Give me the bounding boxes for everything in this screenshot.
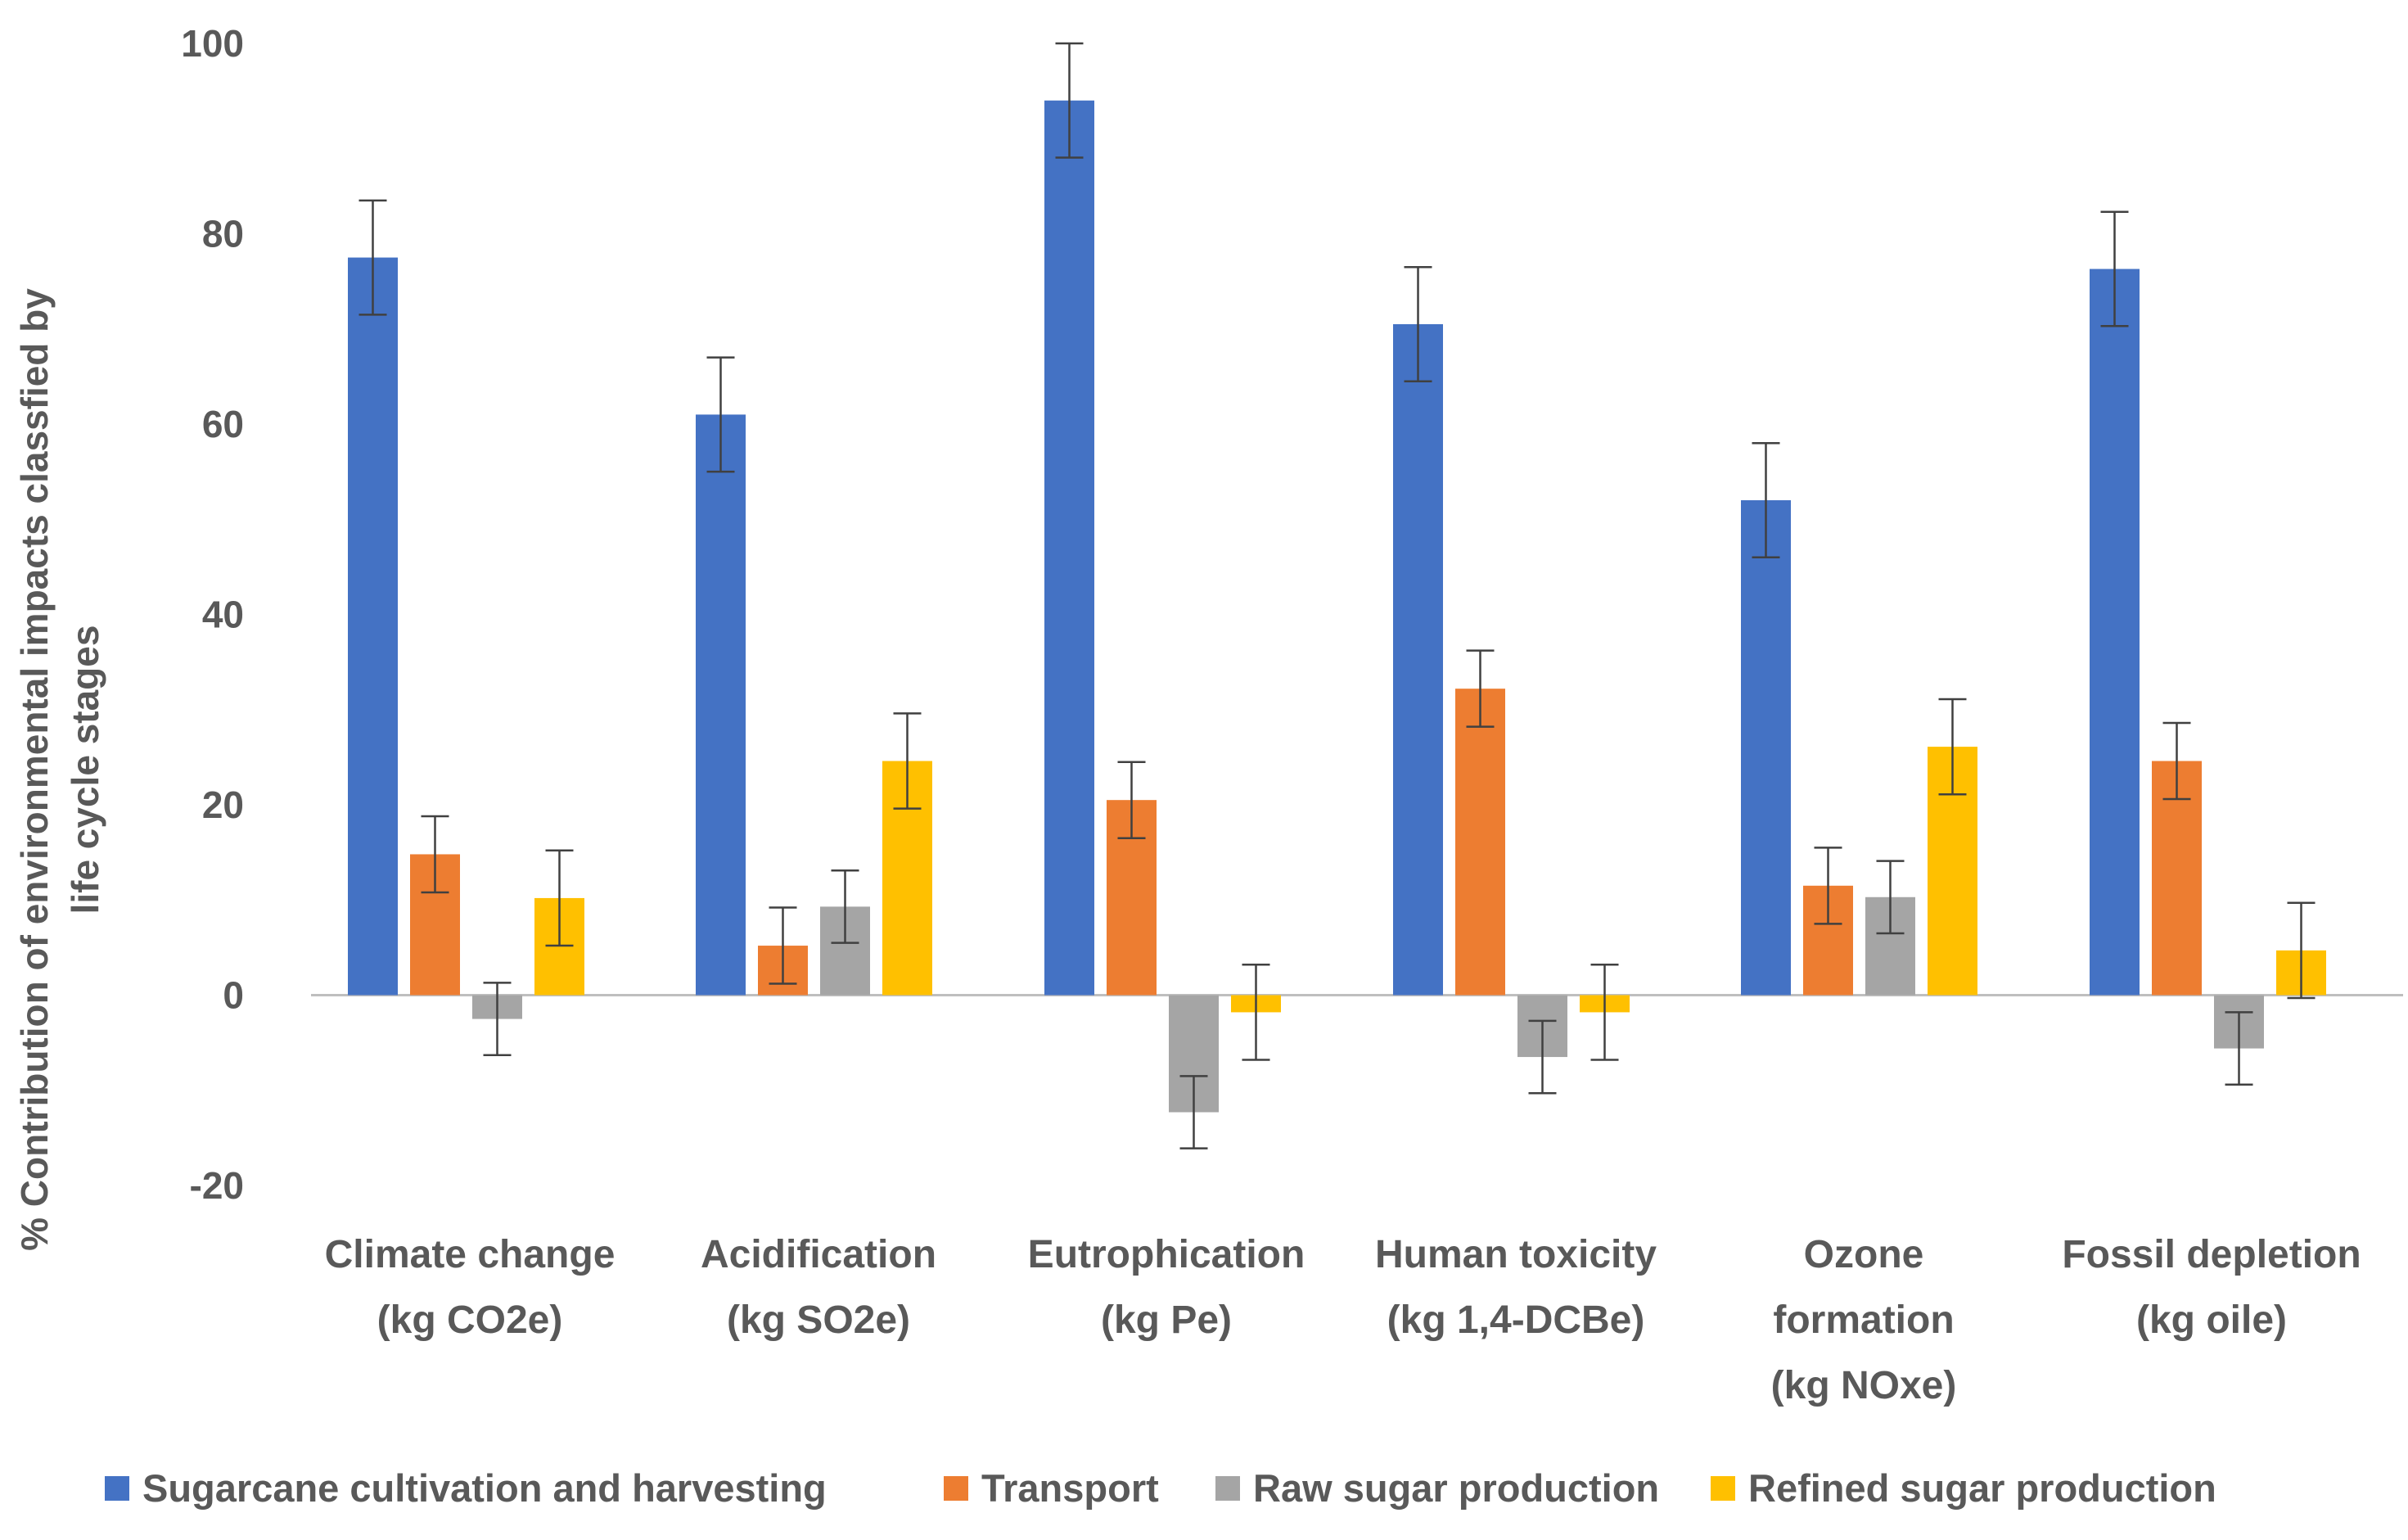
y-tick-label: 20 xyxy=(202,784,244,826)
bar-sugarcane-cultivation-and-harvesting-2 xyxy=(1044,100,1094,996)
y-tick-label: 80 xyxy=(202,213,244,255)
bar-sugarcane-cultivation-and-harvesting-5 xyxy=(2090,269,2140,996)
legend-swatch-2 xyxy=(1215,1476,1240,1501)
y-tick-label: -20 xyxy=(190,1164,244,1207)
category-label-5: Fossil depletion xyxy=(2062,1233,2361,1276)
category-label-5: (kg oile) xyxy=(2136,1298,2287,1342)
legend-swatch-1 xyxy=(944,1476,968,1501)
y-axis-title-line: % Contribution of environmental impacts … xyxy=(13,288,56,1251)
bar-sugarcane-cultivation-and-harvesting-4 xyxy=(1741,500,1791,996)
y-tick-label: 0 xyxy=(223,974,244,1017)
bar-sugarcane-cultivation-and-harvesting-1 xyxy=(696,414,746,996)
legend: Sugarcane cultivation and harvesting Tran… xyxy=(105,1466,2216,1510)
y-axis-ticks: -20 0 20 40 60 80 100 xyxy=(181,22,244,1207)
category-labels: Climate change (kg CO2e) Acidification (kg … xyxy=(325,1233,2361,1407)
bars xyxy=(348,100,2326,1113)
category-label-4: (kg NOxe) xyxy=(1771,1364,1957,1407)
y-axis-title-line: life cycle stages xyxy=(64,625,106,915)
legend-label-3: Refined sugar production xyxy=(1748,1466,2216,1510)
category-label-0: (kg CO2e) xyxy=(377,1298,563,1342)
category-label-3: (kg 1,4-DCBe) xyxy=(1387,1298,1645,1342)
y-axis-title: % Contribution of environmental impacts … xyxy=(13,288,106,1251)
category-label-4: formation xyxy=(1773,1298,1954,1342)
category-label-2: (kg Pe) xyxy=(1101,1298,1232,1342)
legend-label-0: Sugarcane cultivation and harvesting xyxy=(142,1466,827,1510)
bar-sugarcane-cultivation-and-harvesting-3 xyxy=(1393,323,1443,996)
bar-sugarcane-cultivation-and-harvesting-0 xyxy=(348,257,398,996)
legend-swatch-3 xyxy=(1711,1476,1735,1501)
category-label-4: Ozone xyxy=(1804,1233,1924,1276)
y-tick-label: 60 xyxy=(202,403,244,445)
y-tick-label: 100 xyxy=(181,22,244,65)
bar-transport-3 xyxy=(1455,689,1505,996)
category-label-3: Human toxicity xyxy=(1375,1233,1657,1276)
y-axis-label: % Contribution of environmental impacts … xyxy=(13,288,106,1251)
y-tick-label: 40 xyxy=(202,594,244,636)
error-bars xyxy=(358,42,2316,1149)
category-label-1: (kg SO2e) xyxy=(727,1298,910,1342)
legend-swatch-0 xyxy=(105,1476,129,1501)
legend-label-2: Raw sugar production xyxy=(1253,1466,1659,1510)
category-label-0: Climate change xyxy=(325,1233,616,1276)
category-label-1: Acidification xyxy=(701,1233,936,1276)
legend-label-1: Transport xyxy=(981,1466,1159,1510)
category-label-2: Eutrophication xyxy=(1028,1233,1305,1276)
